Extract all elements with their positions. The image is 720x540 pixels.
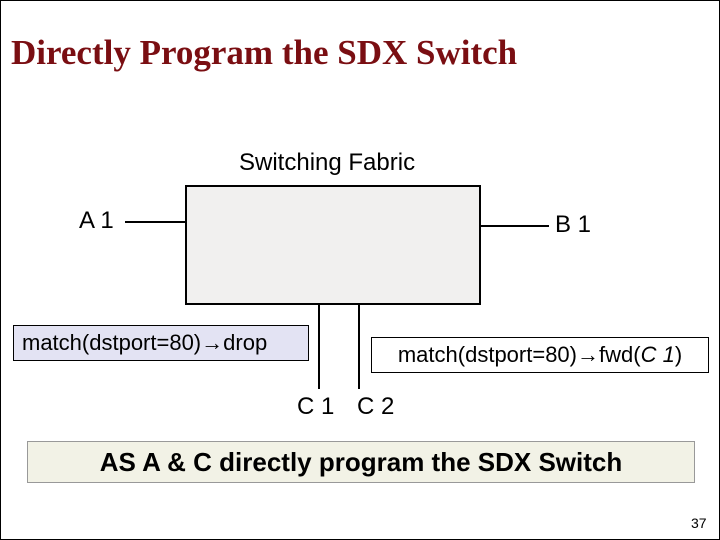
- slide-title: Directly Program the SDX Switch: [11, 33, 517, 73]
- rule-fwd-text: match(dstport=80)→fwd(C 1): [398, 342, 682, 368]
- connector-b1: [481, 225, 549, 227]
- port-a1: A 1: [79, 207, 114, 235]
- rule-drop-text: match(dstport=80)→drop: [22, 330, 267, 356]
- port-c1: C 1: [297, 393, 334, 421]
- switching-fabric-box: [185, 185, 481, 305]
- connector-a1: [125, 221, 185, 223]
- connector-c2: [358, 305, 360, 389]
- connector-c1: [318, 305, 320, 389]
- bottom-banner: AS A & C directly program the SDX Switch: [27, 441, 695, 483]
- port-b1: B 1: [555, 211, 591, 239]
- fabric-label: Switching Fabric: [239, 149, 415, 177]
- rule-fwd: match(dstport=80)→fwd(C 1): [371, 337, 709, 373]
- port-c2: C 2: [357, 393, 394, 421]
- rule-drop: match(dstport=80)→drop: [13, 325, 309, 361]
- page-number: 37: [691, 515, 707, 531]
- slide-container: Directly Program the SDX Switch Switchin…: [0, 0, 720, 540]
